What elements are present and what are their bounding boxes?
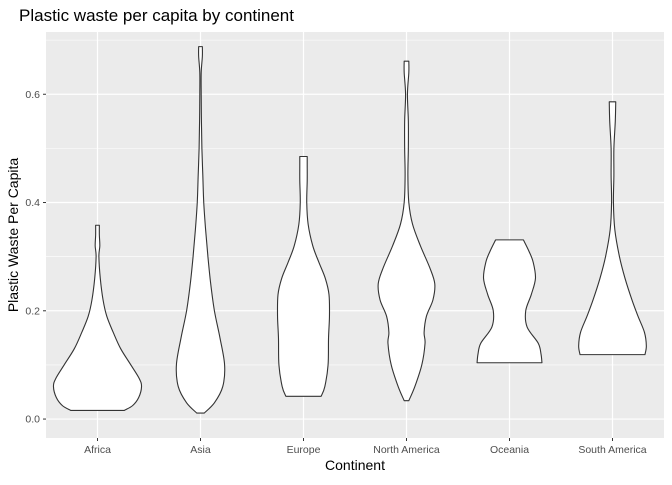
y-tick-label: 0.0 bbox=[25, 414, 40, 426]
x-tick-label: Africa bbox=[84, 444, 111, 456]
violin-europe bbox=[276, 155, 331, 397]
plot-panel bbox=[46, 32, 664, 438]
x-tick-label: Oceania bbox=[490, 444, 529, 456]
x-tick-label: Asia bbox=[190, 444, 211, 456]
x-tick-label: Europe bbox=[287, 444, 321, 456]
violins bbox=[52, 46, 647, 414]
violin-north-america bbox=[377, 60, 436, 402]
x-axis-label: Continent bbox=[325, 457, 385, 473]
x-tick-label: North America bbox=[373, 444, 440, 456]
axes: 0.0 0.2 0.4 0.6 Africa Asia Europe North Americ… bbox=[25, 89, 646, 456]
x-tick-label: South America bbox=[578, 444, 646, 456]
y-axis-label: Plastic Waste Per Capita bbox=[5, 158, 21, 313]
violin-asia bbox=[175, 46, 226, 414]
chart-title: Plastic waste per capita by continent bbox=[19, 6, 294, 25]
y-tick-label: 0.6 bbox=[25, 89, 40, 101]
y-tick-label: 0.2 bbox=[25, 305, 40, 317]
violin-africa bbox=[52, 224, 143, 411]
violin-south-america bbox=[578, 101, 647, 356]
violin-oceania bbox=[476, 239, 543, 364]
y-tick-label: 0.4 bbox=[25, 197, 40, 209]
